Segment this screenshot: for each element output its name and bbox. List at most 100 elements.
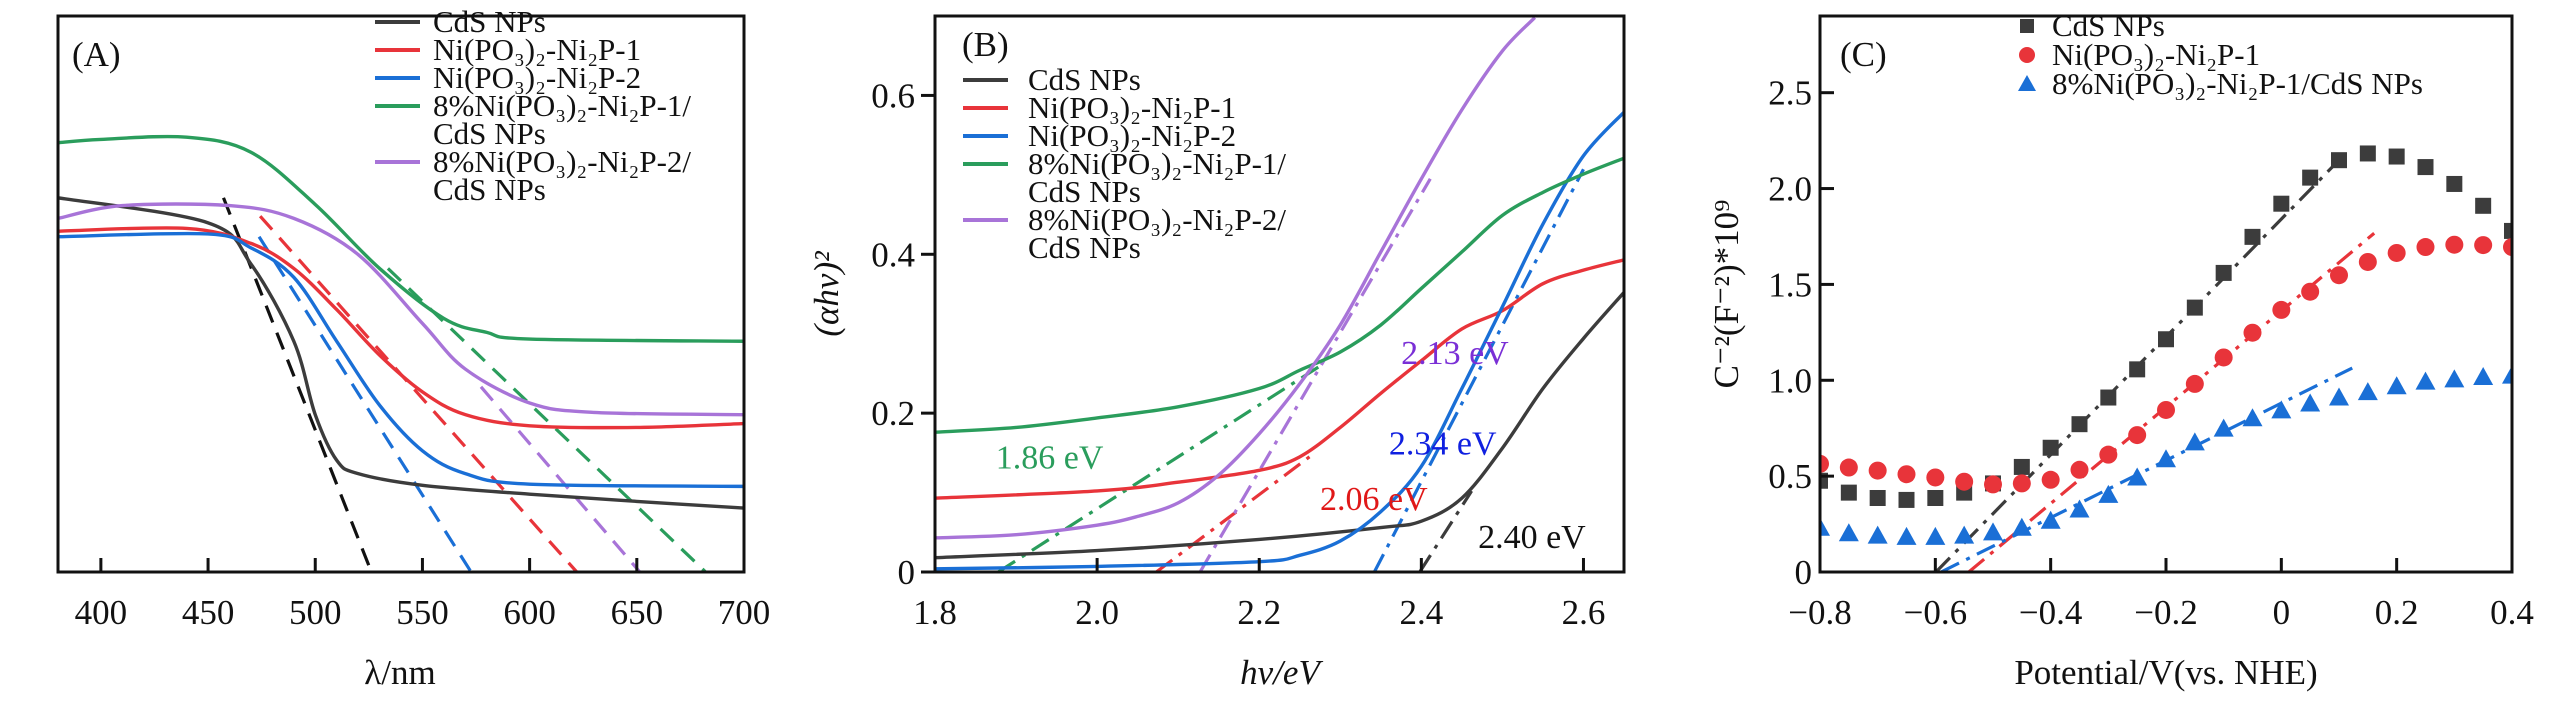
panel-c-data-point-0-3 [1898,491,1915,508]
panel-a-frame [56,14,746,574]
panel-c-data-point-1-3 [1897,465,1916,484]
panel-c-data-point-2-18 [2329,387,2349,406]
panel-b-x-tick-label: 2.0 [1075,593,1119,632]
panel-a-tangent-line-1 [258,215,578,572]
panel-b-tangent-line-4 [1418,490,1473,572]
panel-b-legend-label-1: Ni(PO₃)₂-Ni₂P-1 [1028,90,1236,125]
panel-c-y-axis-label: C⁻²(F⁻²)*10⁹ [1707,200,1746,389]
panel-c-x-tick-label: 0 [2273,593,2291,632]
panel-c-data-point-2-10 [2098,484,2119,503]
panel-c-data-point-0-9 [2071,416,2088,433]
panel-c-data-point-0-18 [2331,152,2347,169]
panel-a-legend-label-2: Ni(PO₃)₂-Ni₂P-2 [433,60,641,95]
panel-c-data-point-0-20 [2388,148,2405,165]
panel-c-legend-marker-1 [2019,47,2035,63]
panel-c-data-point-1-9 [2070,460,2089,479]
panel-c-data-point-2-13 [2184,432,2205,451]
panel-c-y-tick-label: 0 [1795,553,1813,592]
panel-c-data-point-2-22 [2444,369,2465,388]
panel-b-legend-label-4-line2: CdS NPs [1028,230,1141,265]
panel-a-legend-label-1: Ni(PO₃)₂-Ni₂P-1 [433,32,641,67]
panel-c-data-point-1-23 [2474,236,2493,255]
panel-c-data-point-2-5 [1954,525,1975,544]
panel-c-plot-area [1820,145,2512,572]
panel-c-label: (C) [1840,35,1887,74]
panel-a-x-tick-label: 650 [611,593,664,632]
panel-a-x-tick-label: 400 [75,593,128,632]
panel-c-data-point-1-7 [2012,474,2031,493]
panel-a-x-tick-label: 600 [503,593,556,632]
panel-c-data-point-1-11 [2128,426,2147,445]
panel-c-data-point-1-19 [2358,252,2377,271]
panel-c-data-point-0-24 [2504,222,2512,239]
panel-c-data-point-1-10 [2099,445,2118,464]
panel-c-data-point-0-16 [2273,195,2290,212]
panel-c-data-point-2-8 [2040,510,2061,529]
panel-a-tangent-line-2 [257,235,473,572]
panel-c-data-point-0-11 [2129,361,2146,378]
panel-b-frame [933,14,1626,574]
panel-c-x-tick-label: −0.2 [2134,593,2198,632]
panel-b-x-tick-label: 2.6 [1562,593,1606,632]
panel-c-data-point-1-20 [2387,243,2406,262]
panel-c-data-point-2-20 [2386,376,2407,395]
panel-a-x-tick-label: 700 [718,593,771,632]
panel-c-data-point-1-13 [2185,374,2204,393]
panel-b-legend-label-2: Ni(PO₃)₂-Ni₂P-2 [1028,118,1236,153]
panel-b-series-line-0 [935,291,1624,560]
panel-b-series-line-2 [935,110,1624,571]
panel-b-plot-area [935,16,1624,572]
panel-a-tangent-line-3 [386,267,707,572]
panel-c-data-point-0-8 [2042,439,2059,456]
panel-b-bandgap-annotation-0: 2.13 eV [1401,335,1509,372]
panel-a-label: (A) [72,35,121,74]
panel-a-plot-area [58,134,744,572]
panel-b-x-tick-label: 2.4 [1399,593,1443,632]
panel-c-data-point-1-12 [2157,400,2175,419]
panel-b-series-line-4 [935,16,1537,540]
panel-c-legend-label-2: 8%Ni(PO₃)₂-Ni₂P-1/CdS NPs [2052,66,2423,101]
panel-b-label: (B) [962,25,1009,64]
panel-b-bandgap-annotation-1: 2.34 eV [1389,425,1497,462]
panel-c-data-point-0-13 [2186,299,2203,316]
panel-c-y-tick-label: 1.0 [1768,361,1812,400]
panel-c-data-point-2-14 [2213,418,2234,437]
panel-b-tauc-plot: (B) hν/eV (αhν)² 1.8 2.0 2.2 2.4 2.6 0 0.2 0.4 0… [807,14,1626,692]
panel-c-data-point-2-3 [1896,526,1917,545]
panel-c-data-point-2-4 [1925,526,1946,545]
panel-b-x-tick-label: 2.2 [1237,593,1281,632]
panel-c-legend-marker-2 [2018,75,2036,91]
panel-b-tangent-line-2 [1372,168,1585,572]
panel-c-data-point-0-15 [2244,228,2261,245]
panel-b-series-line-3 [935,156,1624,434]
panel-a-x-tick-label: 550 [396,593,449,632]
panel-c-data-point-1-21 [2416,238,2435,257]
panel-c-data-point-0-22 [2446,175,2463,192]
panel-c-data-point-0-4 [1927,489,1944,506]
panel-c-data-point-0-14 [2215,264,2232,281]
panel-c-data-point-2-24 [2502,365,2512,384]
panel-b-tangent-line-0 [997,364,1322,572]
panel-a-legend-label-4-line2: CdS NPs [433,172,546,207]
panel-c-x-tick-label: −0.8 [1788,593,1852,632]
panel-b-legend-label-3-line2: CdS NPs [1028,174,1141,209]
panel-c-y-tick-label: 2.0 [1768,170,1812,209]
panel-b-legend-label-3: 8%Ni(PO₃)₂-Ni₂P-1/ [1028,146,1286,181]
panel-c-data-point-2-2 [1867,525,1888,544]
panel-c-data-point-1-5 [1955,472,1974,491]
panel-c-data-point-2-19 [2357,382,2378,401]
panel-a-series-line-3 [58,134,744,343]
panel-c-data-point-2-7 [2011,517,2032,536]
panel-c-data-point-1-16 [2272,300,2291,319]
panel-b-legend-label-0: CdS NPs [1028,62,1141,97]
panel-a-tangent-line-4 [479,385,642,572]
panel-c-data-point-0-1 [1840,484,1857,501]
panel-c-data-point-2-9 [2069,499,2090,518]
panel-c-legend-label-0: CdS NPs [2052,8,2165,43]
panel-b-x-tick-label: 1.8 [913,593,957,632]
panel-c-data-point-2-0 [1820,517,1830,536]
panel-c-data-point-2-17 [2300,393,2321,412]
panel-c-data-point-2-6 [1983,522,2003,541]
